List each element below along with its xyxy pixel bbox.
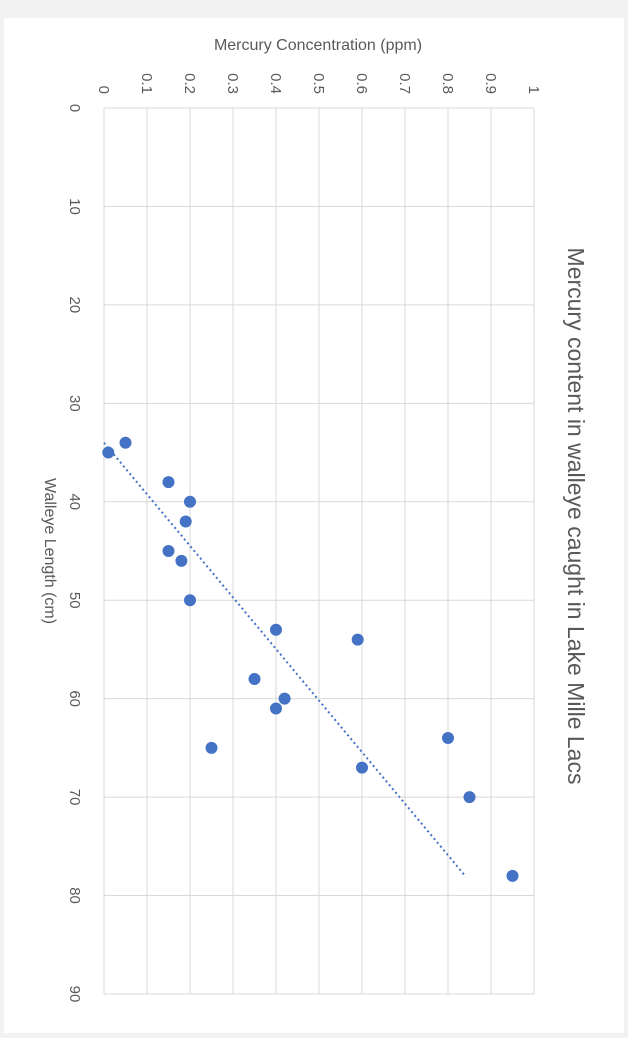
gridlines bbox=[103, 107, 535, 995]
data-point bbox=[175, 554, 188, 567]
trendline bbox=[103, 442, 466, 877]
data-point bbox=[351, 633, 364, 646]
data-point bbox=[184, 594, 196, 607]
data-point bbox=[184, 495, 196, 508]
tick-label-length: 20 bbox=[66, 297, 83, 314]
tick-label-concentration: 0.2 bbox=[181, 73, 198, 94]
tick-label-length: 10 bbox=[66, 198, 83, 215]
data-point bbox=[270, 623, 282, 636]
trendline-layer bbox=[103, 442, 466, 877]
data-points bbox=[102, 436, 519, 882]
data-point bbox=[102, 446, 115, 459]
tick-label-concentration: 1 bbox=[525, 86, 542, 94]
data-point bbox=[205, 741, 218, 754]
data-point bbox=[463, 791, 476, 804]
data-point bbox=[278, 692, 291, 705]
chart-area[interactable] bbox=[4, 18, 624, 1033]
tick-label-length: 0 bbox=[66, 104, 83, 112]
tick-label-length: 80 bbox=[66, 887, 83, 904]
data-point bbox=[119, 436, 132, 449]
tick-label-concentration: 0 bbox=[95, 86, 112, 94]
tick-label-concentration: 0.7 bbox=[396, 73, 413, 94]
tick-label-length: 60 bbox=[66, 690, 83, 707]
data-point bbox=[162, 476, 175, 489]
tick-label-concentration: 0.3 bbox=[224, 73, 241, 94]
chart-title: Mercury content in walleye caught in Lak… bbox=[563, 248, 589, 785]
tick-label-length: 40 bbox=[66, 493, 83, 510]
tick-label-length: 90 bbox=[66, 986, 83, 1003]
tick-label-length: 70 bbox=[66, 789, 83, 806]
data-point bbox=[270, 702, 282, 715]
tick-label-concentration: 0.4 bbox=[267, 73, 284, 94]
data-point bbox=[162, 545, 175, 557]
tick-label-length: 30 bbox=[66, 395, 83, 412]
data-point bbox=[506, 869, 519, 882]
tick-label-concentration: 0.1 bbox=[138, 73, 155, 94]
data-point bbox=[442, 732, 454, 745]
x-axis-title: Walleye Length (cm) bbox=[41, 478, 58, 624]
tick-label-concentration: 0.5 bbox=[310, 73, 327, 94]
data-point bbox=[248, 672, 261, 685]
data-point bbox=[356, 761, 368, 774]
tick-label-concentration: 0.9 bbox=[482, 73, 499, 94]
tick-label-length: 50 bbox=[66, 592, 83, 609]
tick-label-concentration: 0.8 bbox=[439, 73, 456, 94]
data-point bbox=[179, 515, 192, 528]
tick-label-concentration: 0.6 bbox=[353, 73, 370, 94]
y-axis-title: Mercury Concentration (ppm) bbox=[214, 37, 422, 54]
tick-labels: 0 0.1 0.2 0.3 0.4 0.5 0.6 0.7 0.8 0.9 101020304050… bbox=[66, 73, 542, 1002]
